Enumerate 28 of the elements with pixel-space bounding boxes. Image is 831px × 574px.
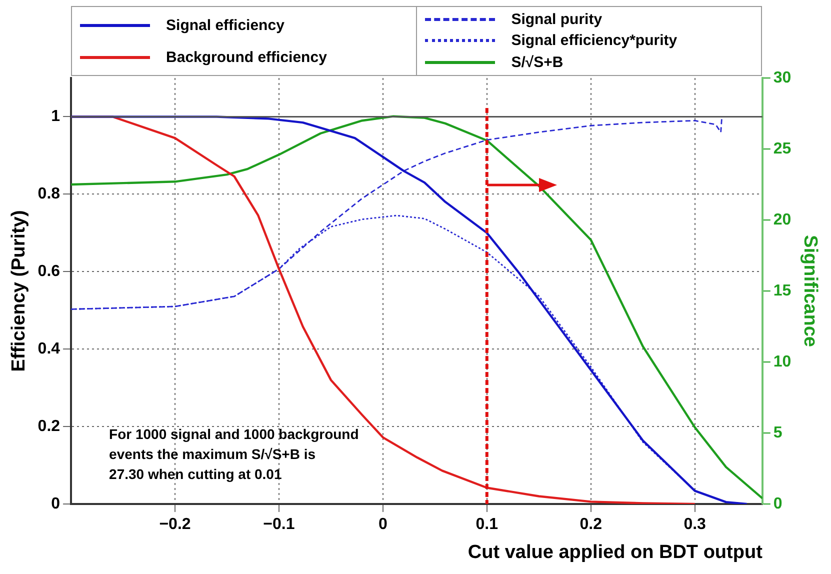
legend-label: S/√S+B xyxy=(511,54,564,71)
y2-tick-label: 25 xyxy=(773,140,792,158)
y-tick-label: 0.2 xyxy=(38,418,60,435)
x-axis-title: Cut value applied on BDT output xyxy=(468,542,764,563)
y2-tick-label: 15 xyxy=(773,282,792,300)
y2-tick-label: 10 xyxy=(773,353,792,370)
y-axis-title: Efficiency (Purity) xyxy=(8,210,30,372)
annotation: For 1000 signal and 1000 background events the maximum S/√S+B is 27.30 when cutting at 0.01 xyxy=(109,425,359,484)
y-tick-label: 0 xyxy=(51,495,60,512)
y2-tick-label: 20 xyxy=(773,211,792,228)
y-tick-label: 0.4 xyxy=(38,340,60,358)
legend-label: Signal efficiency*purity xyxy=(511,32,678,50)
y-tick-label: 0.8 xyxy=(38,186,60,203)
x-tick-label: 0.3 xyxy=(684,516,706,534)
x-tick-label: 0.2 xyxy=(580,516,602,534)
legend-label: Background efficiency xyxy=(166,48,327,66)
x-tick-label: 0 xyxy=(378,516,388,534)
x-tick-label: −0.2 xyxy=(159,516,191,534)
x-tick-label: −0.1 xyxy=(263,516,295,534)
y2-tick-label: 30 xyxy=(773,69,792,86)
legend-label: Signal efficiency xyxy=(166,16,284,34)
y-tick-label: 1 xyxy=(51,108,60,126)
legend-label: Signal purity xyxy=(511,11,602,28)
y2-tick-label: 5 xyxy=(773,424,782,442)
x-tick-label: 0.1 xyxy=(476,516,498,534)
y-tick-label: 0.6 xyxy=(38,263,60,280)
y2-axis-title: Significance xyxy=(799,235,820,347)
y2-tick-label: 0 xyxy=(773,495,782,512)
